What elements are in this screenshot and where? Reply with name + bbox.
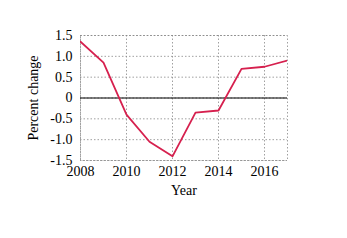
svg-text:Percent change: Percent change [26,55,41,140]
svg-text:-0.5: -0.5 [50,111,72,126]
svg-text:1.5: 1.5 [55,28,73,43]
svg-text:Year: Year [171,183,197,198]
svg-text:2016: 2016 [251,164,279,179]
svg-text:-1.0: -1.0 [50,132,72,147]
svg-text:2008: 2008 [67,164,95,179]
svg-text:0: 0 [66,90,73,105]
svg-text:2010: 2010 [113,164,141,179]
svg-text:0.5: 0.5 [55,70,73,85]
svg-text:2014: 2014 [205,164,233,179]
svg-text:-1.5: -1.5 [50,153,73,168]
svg-text:2012: 2012 [159,164,187,179]
svg-text:1.0: 1.0 [55,49,73,64]
